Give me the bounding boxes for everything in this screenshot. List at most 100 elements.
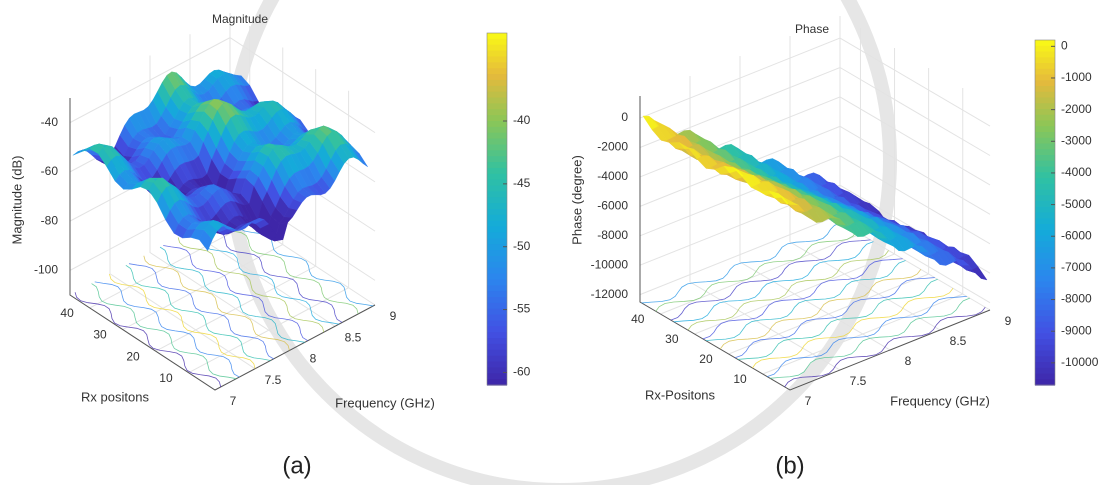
colorbar-swatch <box>487 92 507 98</box>
colorbar-swatch <box>1035 40 1055 46</box>
colorbar-swatch <box>487 62 507 68</box>
colorbar-swatch <box>1035 374 1055 380</box>
colorbar-tick-label: -8000 <box>1061 292 1092 306</box>
colorbar-swatch <box>1035 356 1055 362</box>
surface-patch <box>972 267 987 280</box>
y-tick-label: 40 <box>631 312 645 326</box>
colorbar-swatch <box>1035 132 1055 138</box>
colorbar-tick-label: -6000 <box>1061 228 1092 242</box>
colorbar-swatch <box>487 279 507 285</box>
colorbar-swatch <box>487 162 507 168</box>
caption: (a) <box>282 452 311 479</box>
colorbar-swatch <box>487 150 507 156</box>
x-tick-label: 8.5 <box>345 330 362 344</box>
x-tick-label: 7 <box>230 394 237 408</box>
contour <box>95 282 240 377</box>
colorbar-swatch <box>487 344 507 350</box>
colorbar-swatch <box>1035 161 1055 167</box>
colorbar-swatch <box>487 379 507 385</box>
colorbar-swatch <box>1035 328 1055 334</box>
colorbar-swatch <box>1035 247 1055 253</box>
colorbar-swatch <box>487 56 507 62</box>
x-tick-label: 9 <box>1005 314 1012 328</box>
x-axis-label: Frequency (GHz) <box>890 393 990 408</box>
colorbar-swatch <box>487 326 507 332</box>
colorbar-swatch <box>487 297 507 303</box>
colorbar-swatch <box>1035 230 1055 236</box>
colorbar-swatch <box>487 291 507 297</box>
colorbar-swatch <box>1035 253 1055 259</box>
figure: -100-80-60-4077.588.5910203040MagnitudeM… <box>0 0 1104 485</box>
x-tick-label: 7.5 <box>850 374 867 388</box>
colorbar-swatch <box>1035 276 1055 282</box>
colorbar-swatch <box>1035 287 1055 293</box>
z-tick-label: -4000 <box>597 169 628 183</box>
z-tick-label: -40 <box>41 115 59 129</box>
colorbar-swatch <box>1035 345 1055 351</box>
colorbar-swatch <box>487 39 507 45</box>
colorbar-swatch <box>1035 241 1055 247</box>
chart-surface3d: -12000-10000-8000-6000-4000-2000077.588.… <box>569 16 1098 479</box>
colorbar-swatch <box>487 338 507 344</box>
contour <box>767 296 967 376</box>
colorbar-swatch <box>487 139 507 145</box>
colorbar-tick-label: 0 <box>1061 39 1068 53</box>
colorbar-swatch <box>1035 218 1055 224</box>
colorbar-swatch <box>487 74 507 80</box>
colorbar-swatch <box>1035 103 1055 109</box>
z-axis-label: Magnitude (dB) <box>9 156 24 245</box>
x-tick-label: 9 <box>390 309 397 323</box>
colorbar-swatch <box>487 98 507 104</box>
colorbar-tick-label: -4000 <box>1061 165 1092 179</box>
x-axis-label: Frequency (GHz) <box>335 395 435 410</box>
colorbar-swatch <box>487 86 507 92</box>
colorbar-swatch <box>487 68 507 74</box>
colorbar-swatch <box>1035 167 1055 173</box>
z-tick-label: -12000 <box>591 287 629 301</box>
colorbar-tick-label: -10000 <box>1061 355 1099 369</box>
colorbar-swatch <box>487 244 507 250</box>
colorbar-tick-label: -50 <box>513 239 531 253</box>
colorbar-swatch <box>1035 155 1055 161</box>
colorbar-swatch <box>487 191 507 197</box>
x-tick-label: 8 <box>310 352 317 366</box>
x-tick-label: 7 <box>805 394 812 408</box>
colorbar-swatch <box>1035 115 1055 121</box>
z-tick-label: -2000 <box>597 140 628 154</box>
colorbar-tick-label: -60 <box>513 365 531 379</box>
colorbar-swatch <box>1035 305 1055 311</box>
colorbar-swatch <box>487 144 507 150</box>
colorbar-tick-label: -2000 <box>1061 102 1092 116</box>
colorbar-swatch <box>1035 282 1055 288</box>
colorbar-swatch <box>487 133 507 139</box>
contour <box>92 284 237 379</box>
colorbar-swatch <box>1035 98 1055 104</box>
colorbar-swatch <box>487 238 507 244</box>
z-axis-label: Phase (degree) <box>569 155 584 245</box>
colorbar-swatch <box>1035 69 1055 75</box>
colorbar-swatch <box>487 51 507 57</box>
colorbar-swatch <box>487 168 507 174</box>
colorbar-swatch <box>487 203 507 209</box>
y-tick-label: 20 <box>699 352 713 366</box>
colorbar-swatch <box>487 256 507 262</box>
colorbar-swatch <box>487 373 507 379</box>
colorbar-swatch <box>1035 86 1055 92</box>
colorbar-tick-label: -3000 <box>1061 133 1092 147</box>
colorbar-swatch <box>1035 57 1055 63</box>
colorbar-swatch <box>487 174 507 180</box>
colorbar-tick-label: -7000 <box>1061 260 1092 274</box>
y-tick-label: 40 <box>60 306 74 320</box>
colorbar-swatch <box>487 221 507 227</box>
colorbar-swatch <box>1035 213 1055 219</box>
colorbar-swatch <box>1035 195 1055 201</box>
colorbar-swatch <box>487 350 507 356</box>
colorbar-swatch <box>1035 293 1055 299</box>
colorbar-swatch <box>1035 121 1055 127</box>
colorbar-tick-label: -55 <box>513 302 531 316</box>
chart-title: Phase <box>795 22 829 36</box>
chart-title: Magnitude <box>212 12 268 26</box>
z-tick-label: -6000 <box>597 199 628 213</box>
grid-line <box>690 76 840 370</box>
grid-line <box>640 38 990 126</box>
